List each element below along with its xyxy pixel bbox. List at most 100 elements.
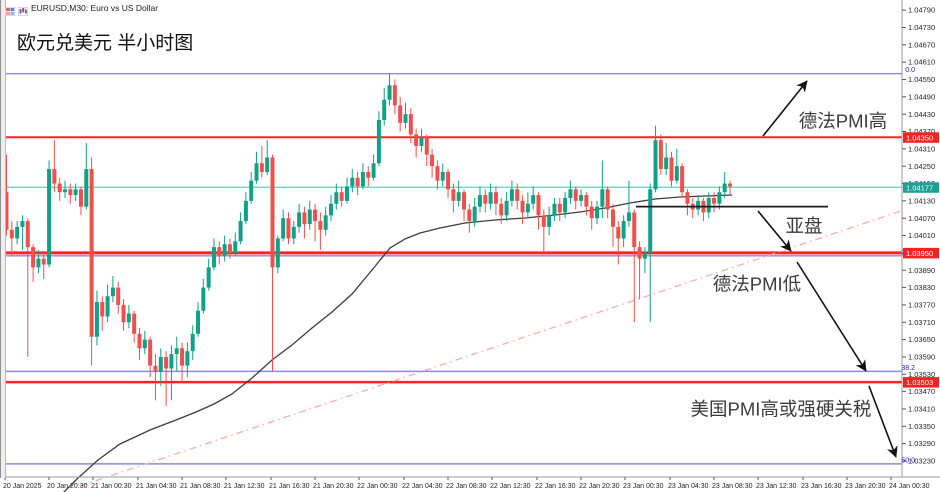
candle-body [419,137,424,146]
time-tick-label: 23 Jan 00:30 [623,483,664,490]
time-tick-label: 23 Jan 20:30 [845,483,886,490]
candle-body [201,287,206,311]
price-tick-label: 1.04070 [908,214,935,223]
price-tick-label: 1.03290 [908,439,935,448]
candle-body [621,221,626,239]
candle-body [648,189,653,253]
candle-body [185,351,190,366]
candle-body [446,171,451,190]
candle-body [462,192,467,210]
candle-body [387,85,392,100]
candle-body [541,215,546,227]
candle-body [610,209,615,227]
candle-body [323,215,328,230]
candle-body [57,183,62,193]
candle-body [696,200,701,210]
time-tick-label: 22 Jan 08:30 [446,483,487,490]
candle-body [121,304,126,323]
candle-body [73,189,78,196]
price-tick-label: 1.04370 [908,127,935,136]
candle-body [456,192,461,201]
candle-body [350,177,355,187]
candle-body [158,356,163,372]
candle-body [642,252,647,259]
candle-body [664,157,669,170]
candle-body [164,356,169,369]
candle-body [568,189,573,198]
price-tick-label: 1.04550 [908,75,935,84]
candle-body [616,226,621,239]
candle-body [371,163,376,178]
candle-body [658,140,663,170]
candle-body [717,192,722,204]
price-tick-label: 1.03650 [908,335,935,344]
table-grid-icon [4,3,16,17]
candle-body [440,171,445,181]
time-tick-label: 22 Jan 12:30 [490,483,531,490]
candle-body [307,209,312,224]
candle-body [334,192,339,204]
candle-body [712,197,717,204]
candle-body [525,203,530,213]
candle-body [392,85,397,106]
candle-body [297,212,302,227]
candle-body [557,203,562,213]
time-tick-label: 21 Jan 08:30 [180,483,221,490]
time-tick-label: 23 Jan 04:30 [668,483,709,490]
price-tick-label: 1.03710 [908,318,935,327]
candle-body [669,157,674,181]
window-left-border [0,0,6,478]
arrow-german-french-pmi-high [762,80,808,137]
annotation-german-french-pmi-high: 德法PMI高 [799,111,887,132]
time-tick-label: 20 Jan 2025 [3,483,42,490]
candle-body [132,313,137,334]
price-tick-label: 1.04010 [908,231,935,240]
candle-body [605,189,610,210]
candle-body [174,348,179,355]
candle-body [435,166,440,181]
candle-body [536,195,541,216]
price-tick-label: 1.04130 [908,196,935,205]
time-tick-label: 22 Jan 00:30 [357,483,398,490]
candle-body [344,186,349,201]
candle-body [31,247,36,268]
candle-body [339,192,344,201]
candle-body [355,177,360,187]
candle-body [520,200,525,213]
candle-body [126,313,131,323]
time-tick-label: 20 Jan 20:30 [47,483,88,490]
arrow-us-pmi-high-or-tariffs [868,385,898,458]
arrow-asian-session [757,210,792,252]
candle-body [116,287,121,305]
time-tick-label: 21 Jan 00:30 [91,483,132,490]
trendline [79,197,940,487]
candle-body [589,206,594,219]
candle-body [408,114,413,135]
price-axis-area[interactable] [902,0,940,492]
candle-body [265,157,270,172]
candle-body [196,310,201,334]
candle-body [259,163,264,172]
candle-body [329,203,334,216]
candle-body [398,105,403,123]
candle-body [313,209,318,222]
annotation-asian-session: 亚盘 [785,216,822,237]
candle-body [291,226,296,239]
annotation-german-french-pmi-low: 德法PMI低 [713,274,801,295]
price-tick-label: 1.03830 [908,283,935,292]
candle-body [105,296,110,317]
price-tick-label: 1.03530 [908,370,935,379]
candle-body [217,247,222,256]
candle-body [137,333,142,349]
candle-body [254,163,259,181]
price-badge-red-label: 1.04350 [906,133,933,142]
annotation-us-pmi-high-or-tariffs: 美国PMI高或强硬关税 [691,399,872,420]
time-tick-label: 23 Jan 12:30 [756,483,797,490]
price-tick-label: 1.04310 [908,144,935,153]
candle-body [318,221,323,230]
candle-body [100,302,105,317]
candle-body [270,157,275,268]
candle-body [153,365,158,372]
